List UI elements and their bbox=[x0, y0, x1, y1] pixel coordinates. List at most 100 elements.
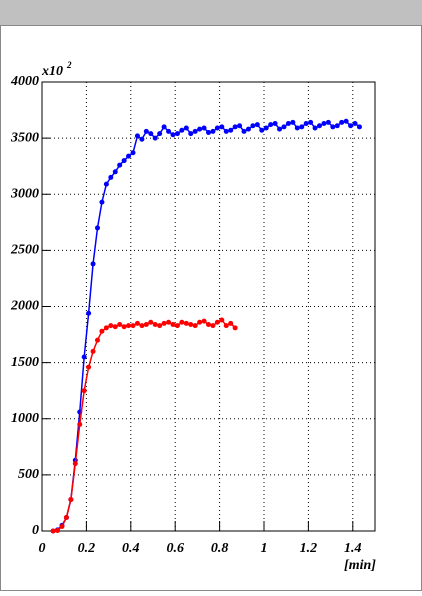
data-point bbox=[134, 320, 140, 326]
data-point bbox=[148, 319, 154, 325]
data-point bbox=[134, 133, 140, 139]
data-point bbox=[81, 354, 87, 360]
data-point bbox=[152, 135, 158, 141]
data-point bbox=[174, 131, 180, 137]
data-point bbox=[219, 317, 225, 323]
plot-area bbox=[41, 81, 376, 532]
data-point bbox=[50, 528, 56, 534]
y-tick-label: 2500 bbox=[10, 243, 39, 258]
data-point bbox=[356, 124, 362, 130]
y-tick-label: 3500 bbox=[10, 130, 39, 145]
data-point bbox=[308, 119, 314, 125]
data-point bbox=[99, 199, 105, 205]
data-point bbox=[259, 127, 265, 133]
data-point bbox=[237, 123, 243, 129]
y-tick-label: 0 bbox=[32, 523, 39, 538]
data-point bbox=[63, 515, 69, 521]
y-tick-label: 500 bbox=[18, 467, 39, 482]
data-point bbox=[117, 321, 123, 327]
data-point bbox=[312, 125, 318, 131]
data-point bbox=[228, 320, 234, 326]
data-point bbox=[188, 321, 194, 327]
data-point bbox=[161, 320, 167, 326]
data-point bbox=[321, 121, 327, 127]
data-point bbox=[126, 323, 132, 329]
data-point bbox=[206, 130, 211, 136]
data-point bbox=[228, 127, 234, 133]
data-point bbox=[268, 122, 274, 128]
x-tick-label: 1 bbox=[261, 541, 268, 556]
x-tick-label: 0 bbox=[39, 541, 46, 556]
data-point bbox=[161, 124, 167, 130]
data-point bbox=[59, 524, 65, 530]
data-point bbox=[223, 323, 229, 329]
data-point bbox=[86, 364, 92, 370]
data-point bbox=[170, 321, 176, 327]
data-point bbox=[130, 150, 136, 156]
data-point bbox=[99, 328, 105, 334]
data-point bbox=[210, 323, 216, 329]
data-point bbox=[214, 125, 220, 131]
data-point bbox=[139, 323, 145, 329]
data-point bbox=[174, 323, 180, 329]
data-point bbox=[188, 131, 194, 137]
data-point bbox=[197, 126, 203, 132]
data-point bbox=[214, 319, 220, 325]
x-axis-label: [min] bbox=[344, 558, 376, 573]
y-tick-label: 1000 bbox=[11, 411, 39, 426]
x-tick-label: 1.2 bbox=[300, 541, 318, 556]
data-point bbox=[290, 119, 296, 125]
data-point bbox=[166, 128, 172, 134]
data-point bbox=[263, 125, 269, 131]
data-point bbox=[139, 136, 145, 142]
data-point bbox=[277, 126, 283, 132]
title-bar bbox=[0, 0, 422, 25]
data-point bbox=[90, 348, 96, 354]
data-point bbox=[183, 320, 189, 326]
data-point bbox=[108, 174, 114, 180]
x-tick-label: 0.4 bbox=[122, 541, 140, 556]
data-point bbox=[299, 124, 305, 130]
data-point bbox=[170, 132, 176, 138]
x-tick-label: 0.2 bbox=[78, 541, 96, 556]
data-point bbox=[81, 388, 87, 394]
data-point bbox=[325, 119, 331, 125]
data-point bbox=[197, 319, 203, 325]
y-tick-label: 2000 bbox=[10, 299, 39, 314]
data-point bbox=[210, 128, 216, 134]
data-point bbox=[117, 162, 123, 168]
data-point bbox=[90, 261, 96, 267]
y-tick-label: 3000 bbox=[10, 186, 39, 201]
data-point bbox=[352, 121, 358, 127]
data-point bbox=[317, 123, 322, 129]
data-point bbox=[201, 125, 207, 131]
data-point bbox=[339, 119, 345, 125]
data-point bbox=[72, 461, 78, 467]
data-point bbox=[95, 225, 100, 231]
data-point bbox=[348, 123, 354, 129]
y-tick-label: 4000 bbox=[10, 74, 39, 89]
data-point bbox=[192, 323, 198, 329]
data-point bbox=[223, 128, 229, 134]
data-point bbox=[343, 118, 349, 124]
data-point bbox=[241, 128, 247, 134]
data-point bbox=[112, 324, 118, 330]
data-point bbox=[245, 126, 251, 132]
data-point bbox=[250, 123, 256, 129]
data-point bbox=[281, 124, 287, 130]
data-point bbox=[285, 121, 291, 127]
data-point bbox=[126, 153, 132, 159]
data-point bbox=[232, 325, 238, 331]
data-point bbox=[103, 181, 109, 187]
data-point bbox=[77, 421, 83, 427]
data-point bbox=[95, 337, 100, 343]
data-point bbox=[152, 321, 158, 327]
data-point bbox=[86, 310, 92, 316]
x-tick-label: 1.4 bbox=[344, 541, 362, 556]
data-point bbox=[254, 122, 260, 128]
data-point bbox=[179, 319, 185, 325]
data-point bbox=[183, 125, 189, 131]
data-point bbox=[272, 121, 278, 127]
data-point bbox=[192, 128, 198, 134]
